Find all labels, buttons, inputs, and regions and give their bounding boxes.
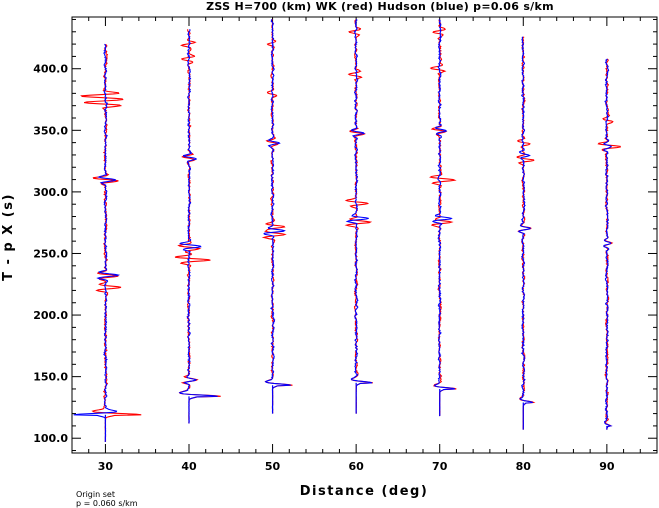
traces-group — [73, 19, 621, 442]
blue-trace — [431, 19, 456, 417]
blue-trace — [263, 19, 291, 414]
red-trace — [261, 19, 293, 414]
y-tick-label: 200.0 — [33, 309, 68, 322]
y-tick-label: 400.0 — [33, 63, 68, 76]
y-tick-label: 350.0 — [33, 124, 68, 137]
trace-40 — [174, 28, 221, 424]
blue-trace — [345, 19, 373, 414]
x-tick-label: 30 — [98, 460, 114, 473]
red-trace — [174, 29, 221, 424]
trace-60 — [344, 19, 373, 414]
y-tick-label: 100.0 — [33, 432, 68, 445]
trace-80 — [516, 36, 536, 430]
blue-trace — [602, 58, 613, 430]
x-axis-label: Distance (deg) — [300, 484, 429, 499]
y-tick-label: 300.0 — [33, 186, 68, 199]
blue-trace — [73, 43, 121, 442]
red-trace — [429, 19, 457, 417]
x-tick-label: 40 — [181, 460, 197, 473]
y-tick-label: 250.0 — [33, 247, 68, 260]
blue-trace — [178, 28, 218, 424]
red-trace — [80, 43, 142, 442]
x-axis: 30 40 50 60 70 80 90 — [88, 17, 641, 473]
x-tick-label: 80 — [516, 460, 532, 473]
x-tick-label: 50 — [265, 460, 281, 473]
y-axis-label: T - p X (s) — [1, 193, 16, 281]
chart-title: ZSS H=700 (km) WK (red) Hudson (blue) p=… — [206, 0, 554, 13]
trace-30 — [73, 43, 142, 442]
plot-frame — [71, 16, 658, 454]
y-tick-label: 150.0 — [33, 371, 68, 384]
x-tick-label: 60 — [348, 460, 364, 473]
red-trace — [516, 36, 536, 430]
footnote-slowness: p = 0.060 s/km — [76, 499, 138, 508]
trace-90 — [597, 58, 621, 430]
footnote-origin: Origin set — [76, 490, 115, 499]
trace-70 — [429, 19, 457, 417]
blue-trace — [517, 36, 533, 430]
y-axis: 100.0 150.0 200.0 250.0 300.0 350.0 400.0 — [33, 18, 657, 452]
x-tick-label: 90 — [599, 460, 615, 473]
x-tick-label: 70 — [432, 460, 448, 473]
trace-50 — [261, 19, 293, 414]
